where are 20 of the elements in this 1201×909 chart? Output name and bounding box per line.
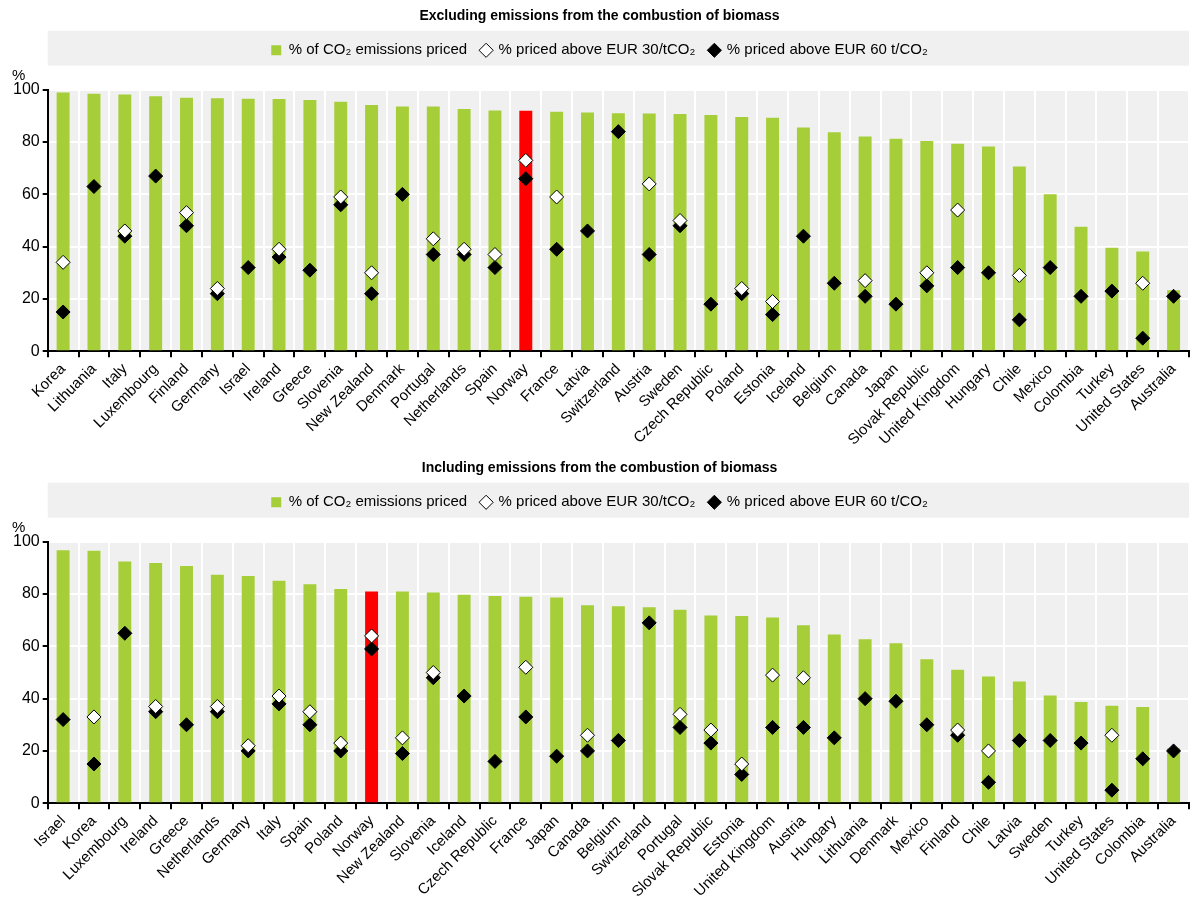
y-tick-label: 0: [30, 793, 40, 811]
y-tick-label: 80: [21, 132, 40, 150]
y-tick-label: 100: [12, 80, 40, 98]
legend-label: % priced above EUR 60 t/CO₂: [726, 40, 928, 58]
y-tick-label: 20: [21, 741, 40, 759]
legend-label: % priced above EUR 30/tCO₂: [498, 40, 696, 58]
legend-label: % of CO₂ emissions priced: [288, 40, 468, 58]
legend-label: % of CO₂ emissions priced: [288, 492, 468, 510]
y-tick-label: 100: [12, 532, 40, 550]
y-tick-label: 80: [21, 584, 40, 602]
y-tick-label: 20: [21, 289, 40, 307]
chart-title: Excluding emissions from the combustion of biomass: [419, 7, 780, 24]
chart-title: Including emissions from the combustion of biomass: [421, 459, 778, 476]
y-tick-label: 0: [30, 341, 40, 359]
y-tick-label: 40: [21, 237, 40, 255]
y-tick-label: 60: [21, 184, 40, 202]
y-tick-label: 60: [21, 636, 40, 654]
legend-label: % priced above EUR 60 t/CO₂: [726, 492, 928, 510]
y-tick-label: 40: [21, 689, 40, 707]
legend-label: % priced above EUR 30/tCO₂: [498, 492, 696, 510]
